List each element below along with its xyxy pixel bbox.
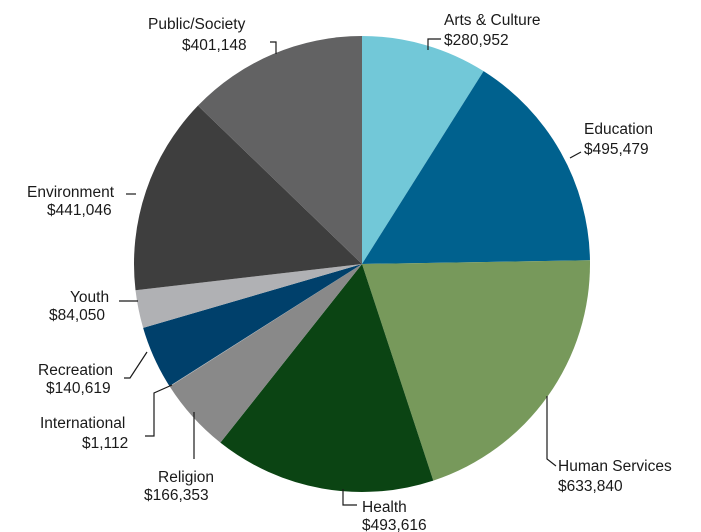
pie-slice: [220, 264, 434, 492]
leader-line: [569, 151, 582, 159]
slice-label-value: $1,112: [82, 435, 128, 452]
pie-slice: [169, 264, 362, 387]
pie-slice: [197, 36, 362, 264]
leader-line: [145, 384, 173, 437]
slice-label-value: $441,046: [47, 202, 112, 219]
slice-label-value: $84,050: [49, 307, 105, 324]
leader-line: [546, 396, 557, 467]
slice-label-name: International: [40, 415, 125, 432]
slice-label-name: Education: [584, 121, 653, 138]
leader-line: [342, 489, 357, 506]
slice-label-name: Arts & Culture: [444, 12, 540, 29]
leader-line: [427, 38, 441, 50]
slice-label-value: $280,952: [444, 32, 509, 49]
leader-line: [124, 351, 148, 379]
slice-label-value: $166,353: [144, 487, 209, 504]
pie-slice: [362, 71, 590, 264]
slice-label-value: $140,619: [46, 380, 111, 397]
slice-label-name: Recreation: [38, 362, 113, 379]
slice-label-name: Human Services: [558, 458, 672, 475]
slice-label-value: $493,616: [362, 517, 427, 532]
pie-slice: [134, 105, 362, 291]
slice-label-value: $401,148: [182, 37, 247, 54]
pie-slice: [169, 264, 362, 443]
pie-slice: [362, 36, 484, 264]
pie-slice: [135, 264, 362, 328]
pie-slice: [143, 264, 362, 387]
slice-label-name: Public/Society: [148, 16, 246, 33]
slice-label-name: Health: [362, 499, 407, 516]
slice-labels: Arts & Culture $280,952 Education $495,4…: [27, 12, 672, 532]
slice-label-name: Environment: [27, 184, 115, 201]
slice-label-name: Youth: [70, 289, 109, 306]
slice-label-value: $633,840: [558, 478, 623, 495]
slice-label-value: $495,479: [584, 141, 649, 158]
leader-line: [270, 41, 277, 54]
pie-slice: [362, 260, 590, 481]
pie-slices: [134, 36, 590, 492]
slice-label-name: Religion: [158, 469, 214, 486]
